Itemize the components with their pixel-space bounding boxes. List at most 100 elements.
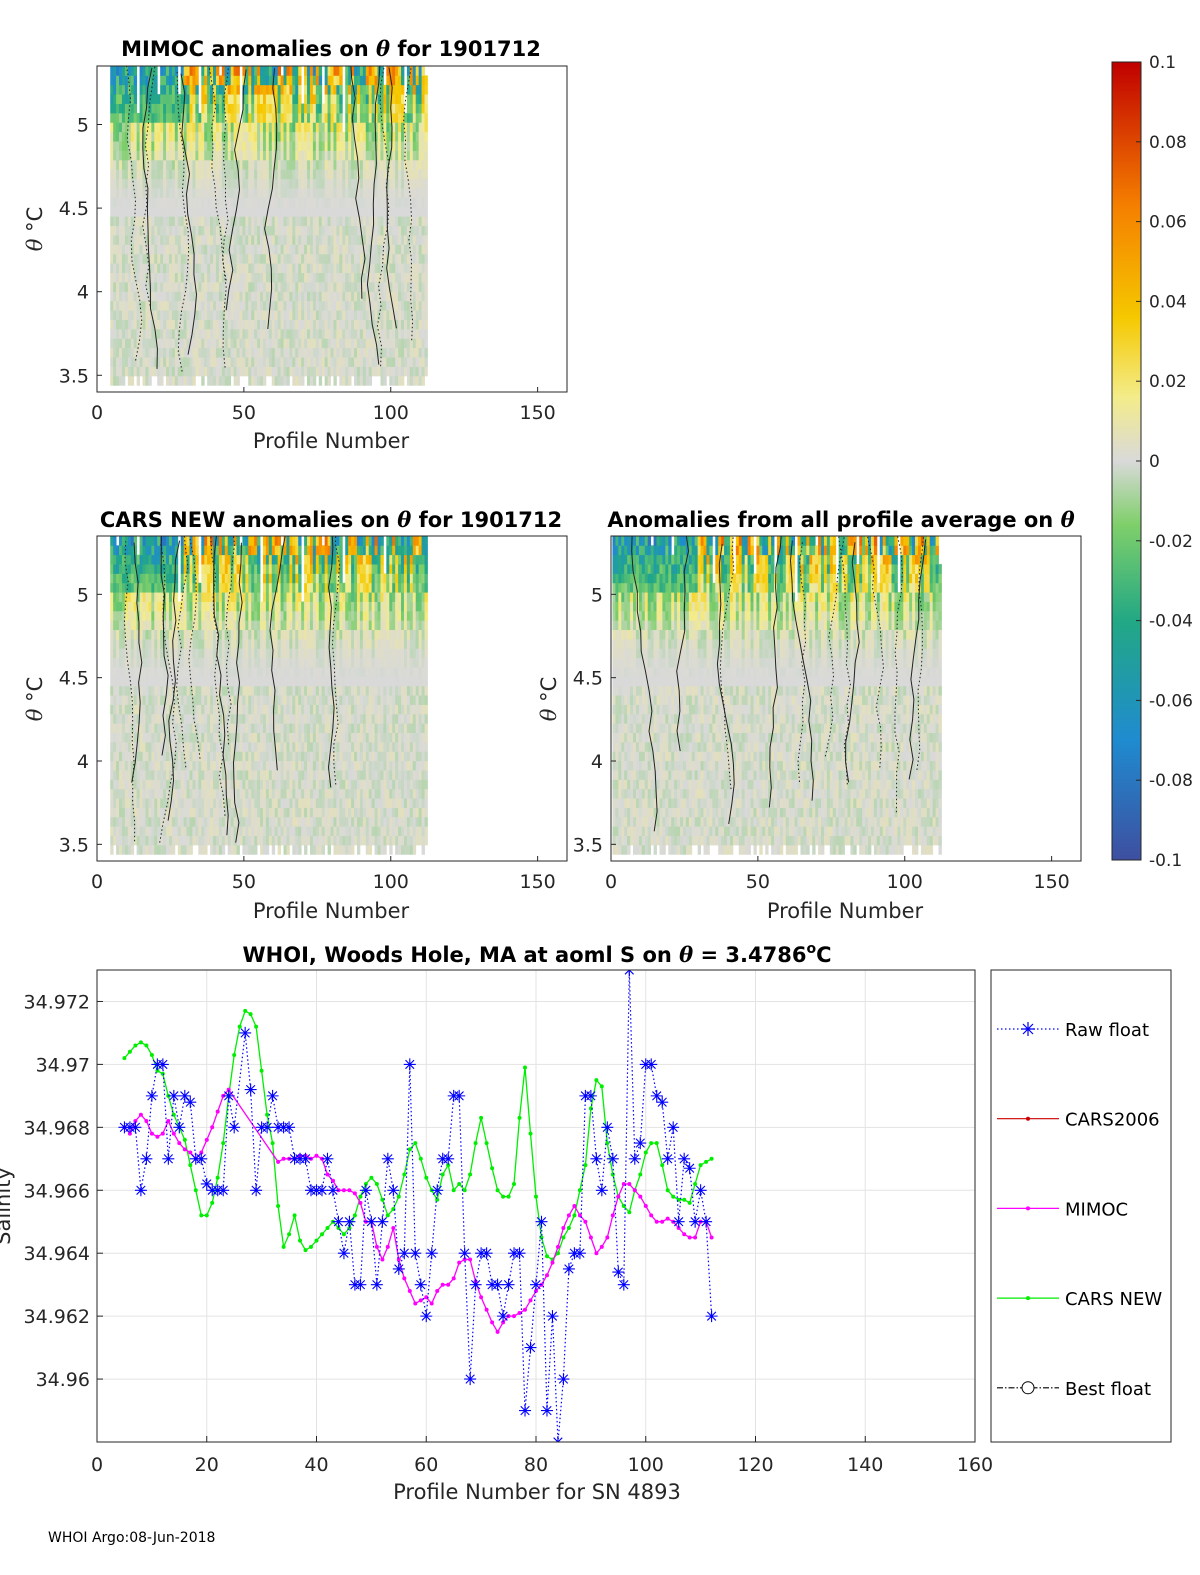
heatmap-cell [180, 695, 185, 705]
heatmap-cell [289, 150, 293, 161]
heatmap-cell [116, 141, 120, 151]
heatmap-cell [418, 150, 422, 161]
heatmap-cell [180, 253, 185, 264]
heatmap-cell [221, 159, 226, 170]
heatmap-cell [304, 300, 308, 311]
heatmap-cell [145, 601, 149, 612]
heatmap-cell [398, 328, 402, 339]
heatmap-cell [227, 263, 232, 274]
heatmap-cell [215, 131, 220, 142]
heatmap-cell [348, 141, 352, 151]
heatmap-cell [136, 112, 140, 123]
heatmap-cell [116, 788, 120, 799]
heatmap-cell [383, 338, 387, 349]
heatmap-cell [304, 319, 308, 330]
heatmap-cell [401, 263, 405, 274]
heatmap-cell [130, 366, 135, 377]
heatmap-cell [139, 150, 143, 161]
heatmap-cell [113, 159, 117, 170]
heatmap-cell [295, 338, 299, 349]
heatmap-cell [242, 159, 246, 170]
heatmap-cell [315, 225, 320, 236]
heatmap-cell [354, 272, 358, 283]
heatmap-cell [254, 319, 258, 330]
heatmap-cell [171, 178, 176, 189]
heatmap-cell [339, 178, 343, 189]
heatmap-cell [151, 244, 155, 255]
heatmap-cell [195, 798, 199, 808]
heatmap-cell [148, 338, 152, 349]
heatmap-cell [174, 300, 179, 311]
heatmap-cell [160, 169, 164, 180]
heatmap-cell [409, 357, 414, 367]
heatmap-cell [389, 282, 393, 292]
heatmap-cell [204, 620, 208, 631]
heatmap-cell [213, 282, 217, 292]
heatmap-cell [218, 704, 223, 715]
heatmap-cell [368, 178, 373, 189]
heatmap-cell [119, 582, 123, 593]
heatmap-cell [204, 188, 208, 198]
heatmap-cell [133, 835, 138, 846]
heatmap-cell [424, 131, 428, 142]
heatmap-cell [198, 310, 202, 320]
heatmap-cell [280, 141, 284, 151]
heatmap-cell [121, 66, 126, 76]
heatmap-cell [124, 310, 129, 320]
heatmap-cell [421, 141, 425, 151]
heatmap-cell [145, 582, 149, 593]
heatmap-cell [160, 357, 164, 367]
heatmap-cell [110, 835, 114, 846]
heatmap-cell [174, 272, 179, 283]
heatmap-cell [309, 263, 314, 274]
heatmap-cell [301, 263, 305, 274]
heatmap-cell [142, 610, 146, 621]
heatmap-cell [148, 667, 152, 677]
heatmap-cell [127, 695, 132, 705]
heatmap-cell [204, 347, 208, 358]
heatmap-cell [183, 216, 187, 227]
heatmap-cell [192, 216, 196, 227]
heatmap-cell [251, 122, 255, 133]
heatmap-cell [371, 94, 375, 104]
heatmap-cell [116, 573, 120, 584]
heatmap-cell [121, 573, 126, 584]
heatmap-cell [307, 310, 311, 320]
heatmap-cell [265, 319, 270, 330]
heatmap-cell [136, 122, 140, 133]
heatmap-cell [315, 291, 320, 302]
heatmap-cell [227, 751, 232, 762]
heatmap-cell [198, 347, 202, 358]
heatmap-cell [192, 685, 196, 696]
heatmap-cell [198, 197, 202, 208]
heatmap-cell [292, 103, 296, 114]
heatmap-cell [136, 291, 140, 302]
heatmap-cell [271, 338, 276, 349]
heatmap-cell [262, 75, 267, 86]
heatmap-cell [318, 272, 323, 283]
heatmap-cell [280, 75, 284, 86]
heatmap-cell [309, 310, 314, 320]
heatmap-cell [148, 319, 152, 330]
heatmap-cell [180, 169, 185, 180]
heatmap-cell [333, 206, 337, 217]
heatmap-cell [130, 282, 135, 292]
heatmap-cell [180, 291, 185, 302]
heatmap-cell [116, 188, 120, 198]
heatmap-cell [401, 141, 405, 151]
heatmap-cell [119, 564, 123, 574]
heatmap-cell [171, 159, 176, 170]
heatmap-cell [248, 169, 252, 180]
heatmap-cell [421, 319, 425, 330]
heatmap-cell [186, 66, 190, 76]
heatmap-cell [171, 263, 176, 274]
heatmap-cell [371, 291, 375, 302]
heatmap-cell [230, 319, 234, 330]
heatmap-cell [218, 770, 223, 780]
heatmap-cell [183, 94, 187, 104]
heatmap-cell [163, 536, 167, 546]
heatmap-cell [312, 300, 317, 311]
heatmap-cell [277, 94, 281, 104]
heatmap-cell [198, 112, 202, 123]
